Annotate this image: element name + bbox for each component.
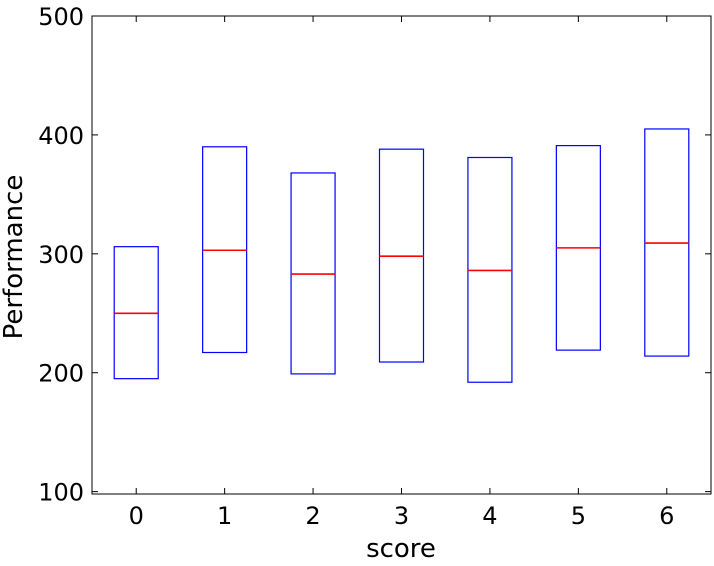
x-axis: 0 1 2 3 4 5 6 (129, 16, 674, 530)
y-tick-label: 200 (38, 360, 84, 388)
x-axis-label: score (366, 534, 436, 564)
y-tick-label: 500 (38, 3, 84, 31)
x-tick-label: 6 (659, 502, 674, 530)
x-tick-label: 4 (482, 502, 497, 530)
y-tick-label: 100 (38, 479, 84, 507)
y-axis-label: Performance (0, 175, 29, 340)
y-axis: 100 200 300 400 500 (38, 3, 711, 507)
y-tick-label: 400 (38, 122, 84, 150)
x-tick-label: 2 (305, 502, 320, 530)
x-tick-label: 1 (217, 502, 232, 530)
box-series (113, 128, 690, 383)
x-tick-label: 0 (129, 502, 144, 530)
x-tick-label: 5 (571, 502, 586, 530)
plot-area (91, 15, 712, 495)
y-tick-label: 300 (38, 241, 84, 269)
x-tick-label: 3 (394, 502, 409, 530)
